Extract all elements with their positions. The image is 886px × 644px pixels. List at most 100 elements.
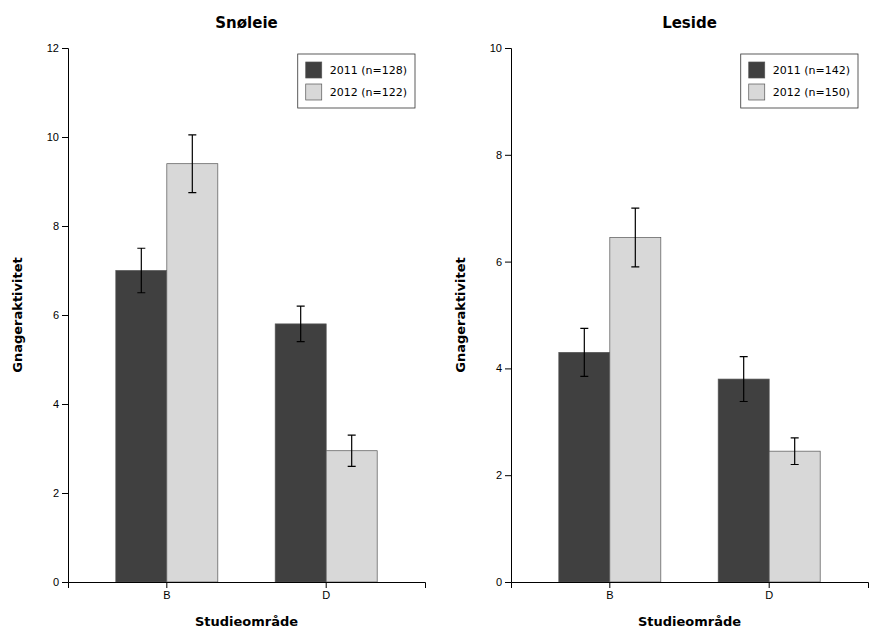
tick-label: B: [163, 589, 170, 601]
tick-label: 6: [496, 256, 502, 268]
legend-label: 2012 (n=122): [330, 86, 407, 99]
tick-label: D: [765, 589, 773, 601]
error-bar: [137, 248, 145, 293]
tick: 4: [53, 398, 68, 410]
tick: 10: [490, 42, 511, 54]
tick: 2: [496, 469, 511, 481]
y-axis: 0 2 4 6 8 10 12: [47, 42, 69, 588]
legend-label: 2011 (n=128): [330, 64, 407, 77]
tick-mark: [505, 475, 511, 476]
legend-box: [298, 54, 415, 108]
tick-label: 8: [496, 149, 502, 161]
error-bar: [631, 208, 639, 267]
y-axis-title: Gnageraktivitet: [453, 257, 468, 373]
plot-area: [116, 135, 377, 582]
tick-mark: [505, 368, 511, 369]
tick-label: 12: [47, 42, 59, 54]
error-bar: [297, 306, 305, 342]
bar: [167, 164, 218, 582]
tick-label: 4: [496, 362, 502, 374]
tick-mark: [609, 582, 610, 588]
tick-mark: [62, 137, 68, 138]
tick: 6: [496, 256, 511, 268]
panel: 0246810BDLesideStudieområdeGnageraktivit…: [453, 14, 869, 629]
x-axis-title: Studieområde: [638, 614, 741, 629]
axis-line: [505, 49, 512, 583]
error-bar: [348, 435, 356, 466]
error-bar: [188, 135, 196, 193]
tick-mark: [769, 582, 770, 588]
tick: D: [322, 582, 330, 601]
error-bar: [580, 328, 588, 376]
tick: 0: [496, 576, 511, 588]
bar-series: [559, 328, 769, 582]
bar: [559, 352, 610, 582]
tick-label: 0: [496, 576, 502, 588]
plot-area: [559, 208, 820, 582]
x-axis: BD: [69, 582, 426, 601]
panel: 024681012BDSnøleieStudieområdeGnagerakti…: [10, 14, 426, 629]
bar-series: [610, 208, 820, 582]
tick: 10: [47, 131, 68, 143]
chart-title: Leside: [662, 14, 717, 32]
error-bar: [740, 357, 748, 402]
legend-label: 2011 (n=142): [773, 64, 850, 77]
legend: 2011 (n=128) 2012 (n=122): [298, 54, 415, 108]
axis-line: [69, 583, 426, 589]
tick-mark: [62, 582, 68, 583]
legend-swatch: [306, 84, 322, 100]
legend-swatch: [306, 62, 322, 78]
tick-label: 10: [47, 131, 59, 143]
tick-label: 4: [53, 398, 59, 410]
tick: 4: [496, 362, 511, 374]
tick-mark: [505, 48, 511, 49]
legend-label: 2012 (n=150): [773, 86, 850, 99]
tick: 6: [53, 309, 68, 321]
axis-line: [512, 583, 869, 589]
bar-series: [116, 248, 326, 582]
tick-mark: [62, 48, 68, 49]
axis-line: [62, 49, 69, 583]
error-bar: [791, 438, 799, 465]
tick-label: B: [606, 589, 613, 601]
legend-swatch: [749, 84, 765, 100]
legend: 2011 (n=142) 2012 (n=150): [741, 54, 858, 108]
tick-mark: [326, 582, 327, 588]
bar: [610, 238, 661, 582]
x-axis-title: Studieområde: [195, 614, 298, 629]
tick-label: 0: [53, 576, 59, 588]
tick: 8: [496, 149, 511, 161]
tick-mark: [505, 262, 511, 263]
tick-label: 2: [496, 469, 502, 481]
tick-mark: [505, 155, 511, 156]
tick-label: 6: [53, 309, 59, 321]
tick-label: 10: [490, 42, 502, 54]
tick: 8: [53, 220, 68, 232]
legend-swatch: [749, 62, 765, 78]
y-axis: 0 2 4 6 8 10: [490, 42, 512, 588]
tick: B: [606, 582, 613, 601]
tick-mark: [62, 404, 68, 405]
tick: 12: [47, 42, 68, 54]
tick-mark: [505, 582, 511, 583]
bar: [275, 324, 326, 582]
legend-box: [741, 54, 858, 108]
tick: B: [163, 582, 170, 601]
chart-title: Snøleie: [215, 14, 277, 32]
tick-mark: [62, 493, 68, 494]
bar: [116, 271, 167, 583]
tick: 0: [53, 576, 68, 588]
tick-label: 2: [53, 487, 59, 499]
tick-mark: [62, 315, 68, 316]
y-axis-title: Gnageraktivitet: [10, 257, 25, 373]
tick: D: [765, 582, 773, 601]
tick-label: 8: [53, 220, 59, 232]
x-axis: BD: [512, 582, 869, 601]
bar: [769, 451, 820, 582]
chart-canvas: 024681012BDSnøleieStudieområdeGnagerakti…: [0, 0, 886, 644]
bar-series: [167, 135, 377, 582]
bar: [326, 451, 377, 582]
tick-mark: [166, 582, 167, 588]
bar: [718, 379, 769, 582]
tick-label: D: [322, 589, 330, 601]
